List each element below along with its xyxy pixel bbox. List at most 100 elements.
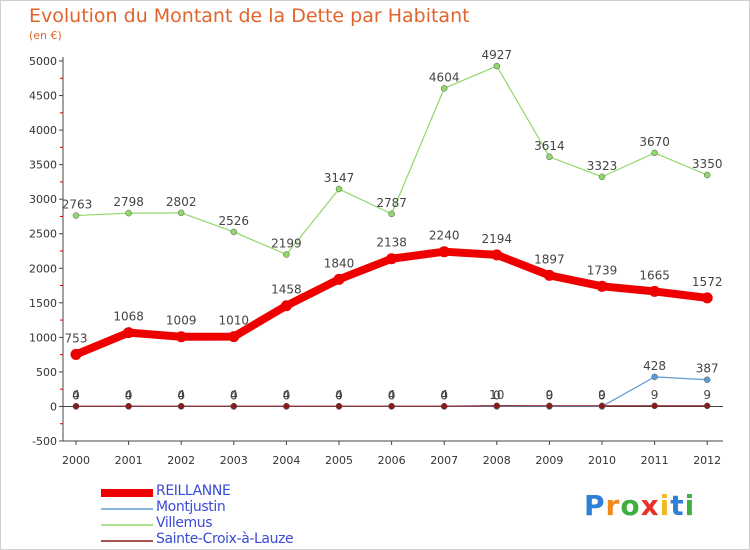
- data-label-2: 2787: [376, 196, 407, 210]
- data-label-0: 1739: [587, 263, 618, 277]
- legend-item-reillanne[interactable]: REILLANNE: [101, 483, 361, 501]
- y-tick-label: 1000: [29, 331, 57, 344]
- x-tick-label: 2012: [693, 454, 721, 467]
- series-point-3: [125, 402, 132, 410]
- data-label-0: 1458: [271, 283, 302, 297]
- x-tick-label: 2009: [535, 454, 563, 467]
- logo-letter: t: [670, 489, 685, 522]
- data-label-0: 1068: [113, 310, 144, 324]
- series-point-0: [228, 331, 240, 343]
- y-tick-label: 3500: [29, 159, 57, 172]
- logo-letter: r: [605, 489, 621, 522]
- data-label-3: 9: [703, 388, 711, 402]
- legend-item-villemus[interactable]: Villemus: [101, 515, 361, 533]
- series-point-2: [72, 212, 80, 219]
- data-label-1: 428: [643, 359, 666, 373]
- data-label-3: 4: [335, 388, 343, 402]
- legend-item-montjustin[interactable]: Montjustin: [101, 499, 361, 517]
- series-point-2: [651, 149, 658, 157]
- legend-swatch-montjustin: [101, 508, 153, 510]
- data-label-0: 1010: [219, 314, 250, 328]
- data-label-2: 3147: [324, 171, 355, 185]
- legend-swatch-reillanne: [101, 489, 153, 497]
- data-label-2: 4927: [482, 48, 513, 62]
- series-point-3: [283, 402, 290, 410]
- x-tick-label: 2002: [167, 454, 195, 467]
- legend-item-sainte-croix-a-lauze[interactable]: Sainte-Croix-à-Lauze: [101, 531, 361, 549]
- x-tick-label: 2000: [62, 454, 90, 467]
- series-point-0: [701, 292, 713, 304]
- series-point-3: [177, 402, 185, 410]
- data-label-2: 3670: [639, 135, 670, 149]
- data-label-1: 0: [493, 388, 501, 402]
- series-point-0: [543, 269, 555, 281]
- data-label-2: 4604: [429, 70, 460, 84]
- series-point-3: [546, 402, 553, 410]
- x-tick-label: 2010: [588, 454, 616, 467]
- series-point-2: [703, 171, 711, 179]
- y-tick-label: 500: [36, 366, 57, 379]
- legend-swatch-villemus: [101, 524, 153, 526]
- logo-letter: P: [584, 489, 606, 522]
- data-label-0: 1897: [534, 252, 565, 266]
- data-label-1: 0: [440, 388, 448, 402]
- series-point-3: [335, 402, 343, 410]
- data-label-1: 0: [335, 388, 343, 402]
- y-tick-label: 4500: [29, 90, 57, 103]
- data-label-3: 4: [283, 388, 291, 402]
- series-point-2: [283, 251, 290, 258]
- legend-label-sainte-croix-a-lauze: Sainte-Croix-à-Lauze: [156, 531, 294, 547]
- series-point-3: [230, 402, 238, 410]
- data-label-0: 1009: [166, 314, 197, 328]
- series-point-2: [388, 210, 395, 218]
- logo-letter: o: [620, 489, 641, 522]
- series-point-2: [493, 62, 501, 70]
- data-label-1: 0: [598, 388, 606, 402]
- series-point-3: [72, 402, 80, 410]
- series-point-0: [438, 246, 450, 258]
- logo-letter: x: [640, 489, 660, 522]
- chart-title: Evolution du Montant de la Dette par Hab…: [29, 5, 470, 27]
- data-label-1: 387: [696, 362, 719, 376]
- series-point-2: [230, 228, 238, 236]
- x-tick-label: 2006: [378, 454, 406, 467]
- series-point-1: [651, 373, 658, 381]
- data-label-3: 4: [230, 388, 238, 402]
- series-point-0: [280, 300, 292, 312]
- series-layer: [70, 62, 713, 410]
- series-point-3: [598, 402, 606, 410]
- data-label-2: 2526: [219, 214, 250, 228]
- series-point-3: [703, 402, 711, 410]
- series-point-1: [703, 376, 711, 383]
- axes-layer: -500050010001500200025003000350040004500…: [29, 55, 723, 467]
- series-point-3: [388, 402, 395, 410]
- legend: REILLANNE Montjustin Villemus Sainte-Cro…: [101, 483, 361, 549]
- series-point-2: [125, 209, 132, 217]
- data-label-2: 3614: [534, 139, 565, 153]
- data-label-2: 2798: [113, 195, 144, 209]
- y-tick-label: 3000: [29, 193, 57, 206]
- data-label-1: 0: [230, 388, 238, 402]
- x-tick-label: 2003: [220, 454, 248, 467]
- series-point-0: [491, 249, 503, 261]
- data-label-3: 4: [388, 388, 396, 402]
- data-label-1: 0: [125, 388, 133, 402]
- data-label-0: 2194: [482, 232, 513, 246]
- data-label-1: 0: [388, 388, 396, 402]
- legend-label-montjustin: Montjustin: [156, 499, 226, 515]
- legend-swatch-sainte-croix-a-lauze: [101, 540, 153, 542]
- series-point-3: [493, 402, 501, 410]
- data-label-0: 2138: [376, 236, 407, 250]
- x-tick-label: 2005: [325, 454, 353, 467]
- y-tick-label: 2000: [29, 262, 57, 275]
- series-point-0: [386, 253, 398, 265]
- data-label-0: 753: [65, 331, 88, 345]
- series-point-2: [177, 209, 185, 217]
- data-label-2: 2802: [166, 195, 197, 209]
- chart-subtitle: (en €): [29, 29, 62, 42]
- data-label-3: 4: [177, 388, 185, 402]
- series-point-0: [175, 331, 187, 343]
- series-point-2: [335, 185, 343, 193]
- logo-letter: i: [684, 489, 696, 522]
